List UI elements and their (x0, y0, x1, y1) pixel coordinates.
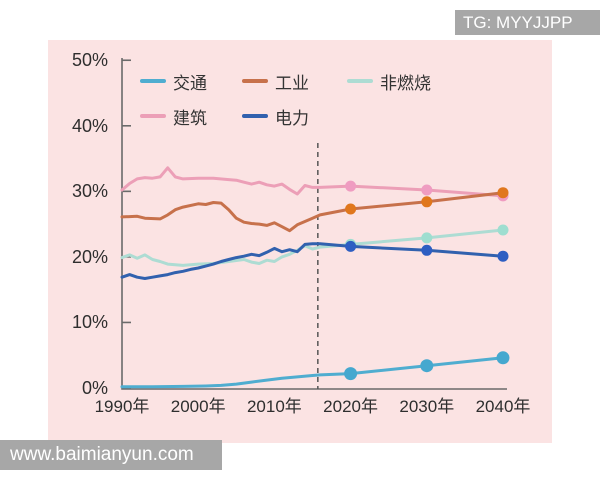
series-line-交通 (120, 356, 505, 389)
legend-label-transport: 交通 (173, 73, 207, 93)
tg-watermark: TG: MYYJJPP (455, 10, 600, 35)
data-point-marker (421, 196, 433, 208)
y-axis-tick-label: 50% (71, 50, 108, 71)
series-line-非燃烧 (120, 228, 505, 267)
y-axis-tick-label: 0% (81, 378, 108, 398)
data-point-marker (345, 203, 357, 215)
series-line-工业 (120, 191, 505, 233)
industry-line-swatch (242, 79, 268, 83)
legend-item-buildings: 建筑 (140, 107, 207, 128)
y-axis-tick-label: 40% (71, 115, 108, 136)
data-point-marker (345, 240, 357, 252)
legend-item-industry: 工业 (242, 72, 309, 93)
series-line-建筑 (120, 166, 505, 198)
data-point-marker (420, 359, 434, 373)
data-point-marker (345, 180, 357, 192)
data-point-marker (421, 184, 433, 196)
buildings-line-swatch (140, 114, 166, 118)
legend-item-noncombustion: 非燃烧 (347, 72, 431, 93)
x-axis-tick-label: 1990年 (94, 397, 150, 416)
legend-label-industry: 工业 (275, 73, 309, 93)
y-axis-tick-label: 20% (71, 246, 108, 267)
data-point-marker (496, 351, 510, 365)
y-axis-tick-label: 30% (71, 181, 108, 202)
legend-label-noncombustion: 非燃烧 (380, 73, 431, 93)
site-watermark: www.baimianyun.com (0, 440, 222, 470)
x-axis-tick-label: 2010年 (246, 397, 302, 416)
x-axis-tick-label: 2030年 (399, 397, 455, 416)
power-line-swatch (242, 114, 268, 118)
x-axis-tick-label: 2020年 (323, 397, 378, 416)
axis-line (121, 58, 507, 390)
x-axis-tick-label: 2040年 (475, 397, 531, 416)
y-axis-tick-label: 10% (71, 312, 108, 333)
data-point-marker (421, 232, 433, 244)
data-point-marker (497, 250, 509, 262)
data-point-marker (421, 244, 433, 256)
series-line-电力 (120, 242, 505, 280)
legend-item-power: 电力 (242, 107, 309, 128)
transport-line-swatch (140, 79, 166, 83)
legend-label-power: 电力 (275, 108, 309, 128)
data-point-marker (497, 224, 509, 236)
x-axis-tick-label: 2000年 (170, 397, 226, 416)
data-point-marker (344, 367, 358, 381)
legend-item-transport: 交通 (140, 72, 207, 93)
legend-label-buildings: 建筑 (173, 108, 207, 128)
data-point-marker (497, 187, 509, 199)
noncombustion-line-swatch (347, 79, 373, 83)
